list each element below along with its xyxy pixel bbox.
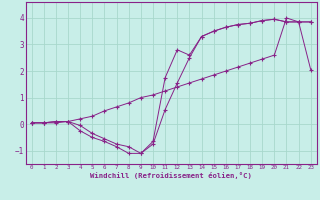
X-axis label: Windchill (Refroidissement éolien,°C): Windchill (Refroidissement éolien,°C)	[90, 172, 252, 179]
